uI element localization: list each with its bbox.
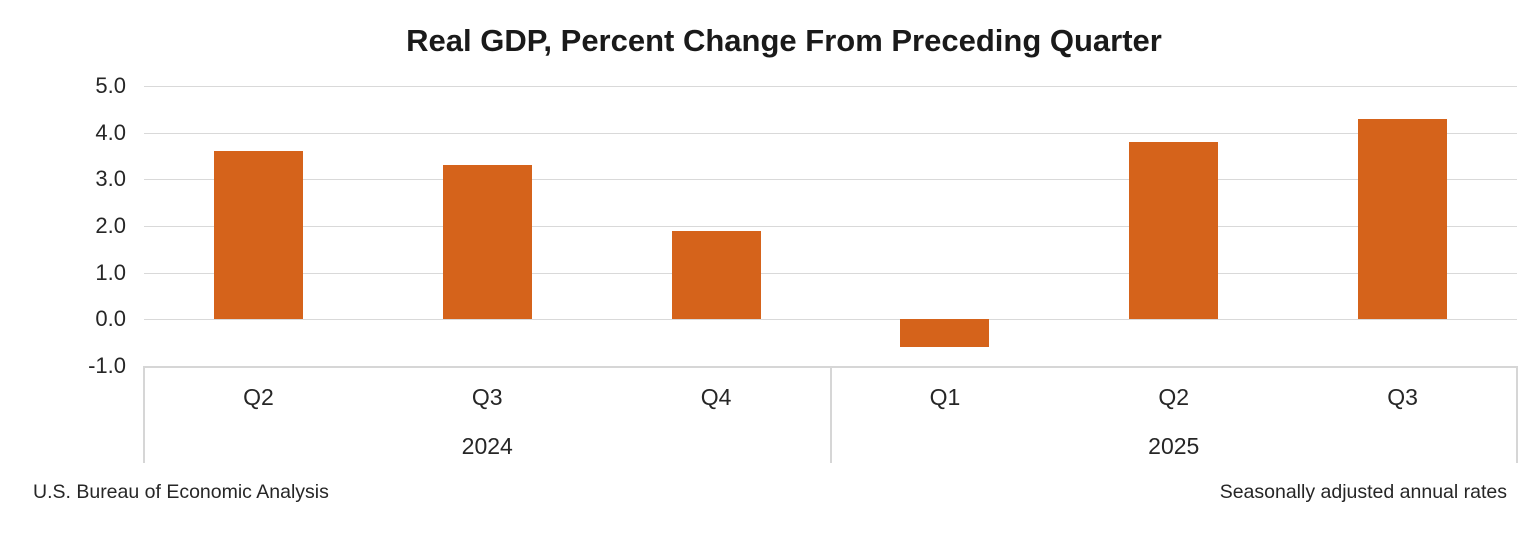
adjustment-note: Seasonally adjusted annual rates (1219, 481, 1507, 503)
x-axis-year-label-2025: 2025 (1148, 433, 1200, 459)
gridline-y-1.0 (144, 272, 1517, 274)
gridline-y-4.0 (144, 132, 1517, 134)
y-axis-tick-label: 1.0 (95, 259, 126, 285)
y-axis-tick-label: 3.0 (95, 166, 126, 192)
y-axis-tick-label: 4.0 (95, 119, 126, 145)
bar-2025-q3 (1358, 118, 1448, 320)
plot-area (144, 86, 1517, 368)
gridline-y-0.0 (144, 319, 1517, 321)
bar-2024-q2 (213, 151, 303, 320)
bar-2025-q2 (1129, 142, 1219, 320)
source-note: U.S. Bureau of Economic Analysis (33, 481, 329, 503)
y-axis-tick-label: 5.0 (95, 73, 126, 98)
x-axis-quarter-label: Q1 (929, 384, 961, 410)
x-axis-quarter-label: Q3 (1387, 384, 1418, 410)
x-axis-year-label-2024: 2024 (461, 433, 513, 459)
y-axis-tick-label: 2.0 (95, 213, 126, 238)
x-axis-quarter-label: Q2 (1158, 384, 1190, 410)
x-axis-group-divider (829, 366, 832, 463)
x-axis-quarter-label: Q2 (243, 384, 274, 410)
bar-2024-q3 (442, 165, 532, 320)
y-axis-tick-label: -1.0 (88, 353, 126, 378)
gridline-y-5.0 (144, 86, 1517, 87)
x-axis-group-divider (143, 366, 145, 463)
gridline-y-2.0 (144, 226, 1517, 227)
x-axis-group-divider (1516, 366, 1518, 463)
bar-2024-q4 (671, 230, 761, 320)
x-axis-quarter-label: Q4 (700, 384, 732, 410)
x-axis-quarter-label: Q3 (471, 384, 503, 410)
chart-title: Real GDP, Percent Change From Preceding … (406, 23, 1162, 58)
gridline-y-3.0 (144, 179, 1517, 181)
bar-2025-q1 (900, 319, 990, 348)
y-axis-tick-label: 0.0 (95, 306, 126, 332)
